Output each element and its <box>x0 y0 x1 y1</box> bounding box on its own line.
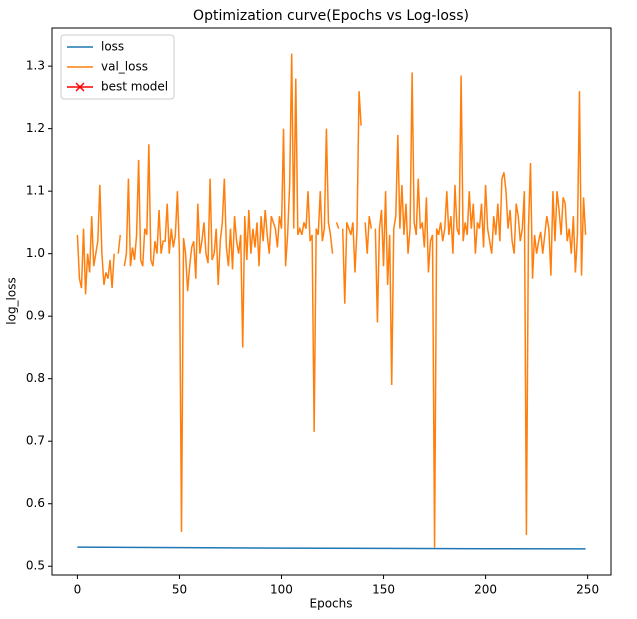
series-line <box>76 53 587 548</box>
legend-label: best model <box>101 80 168 94</box>
x-tick-label: 150 <box>372 583 395 597</box>
y-tick-label: 1.2 <box>26 121 45 135</box>
x-tick-label: 0 <box>74 583 82 597</box>
y-tick-label: 0.9 <box>26 309 45 323</box>
x-tick-label: 100 <box>270 583 293 597</box>
y-tick-label: 1.0 <box>26 246 45 260</box>
legend-box <box>60 34 175 100</box>
x-axis-label: Epochs <box>310 597 353 611</box>
y-tick-label: 0.8 <box>26 371 45 385</box>
x-tick-label: 250 <box>576 583 599 597</box>
chart-title: Optimization curve(Epochs vs Log-loss) <box>193 8 469 24</box>
legend-marker <box>75 82 85 92</box>
y-axis-label: log_loss <box>5 277 19 324</box>
y-tick-label: 1.3 <box>26 59 45 73</box>
x-tick-label: 50 <box>172 583 187 597</box>
y-tick-label: 1.1 <box>26 184 45 198</box>
series-line <box>77 546 586 550</box>
y-tick-label: 0.7 <box>26 434 45 448</box>
legend-label: val_loss <box>101 60 148 74</box>
y-tick-label: 0.6 <box>26 496 45 510</box>
y-tick-label: 0.5 <box>26 559 45 573</box>
x-tick-label: 200 <box>474 583 497 597</box>
plot-frame <box>51 27 612 576</box>
legend-label: loss <box>101 40 124 54</box>
